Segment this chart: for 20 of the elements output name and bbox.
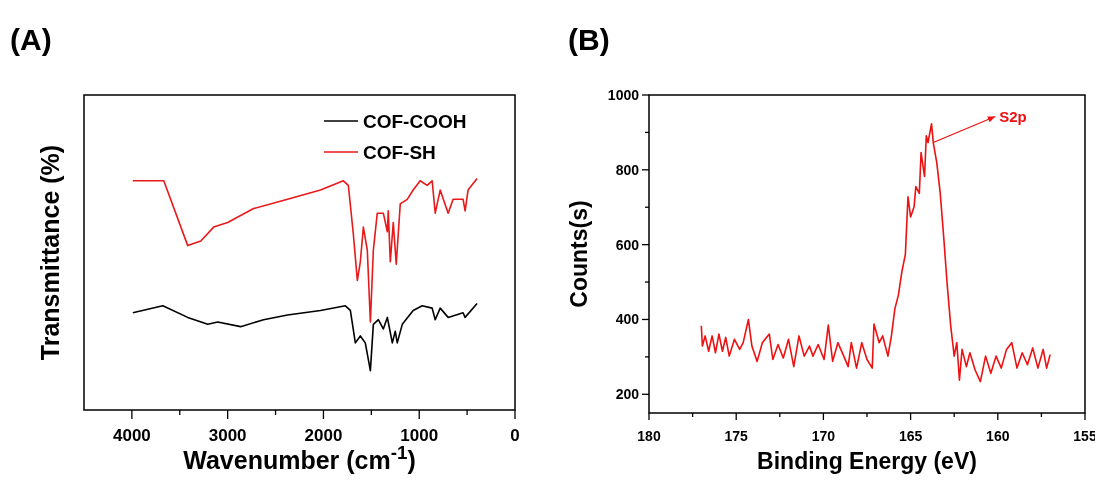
- y-tick-label: 600: [615, 236, 640, 253]
- x-tick-label: 180: [637, 428, 661, 444]
- y-tick-label: 400: [615, 311, 640, 328]
- x-axis-title: Binding Energy (eV): [757, 448, 977, 474]
- x-tick-label: 170: [811, 428, 836, 444]
- x-tick-label: 4000: [112, 426, 151, 445]
- chart-title: (B): [568, 23, 610, 56]
- y-tick-label: 200: [615, 386, 640, 403]
- x-tick-label: 165: [898, 428, 923, 444]
- x-tick-label: 0: [510, 426, 520, 445]
- y-tick-label: 1000: [607, 86, 640, 103]
- legend-label: COF-SH: [363, 142, 436, 163]
- legend-label: COF-COOH: [363, 111, 467, 132]
- x-tick-label: 160: [986, 428, 1010, 444]
- y-axis-title: Transmittance (%): [36, 144, 64, 361]
- annotation: S2p: [999, 107, 1027, 125]
- chart-title: (A): [10, 23, 52, 56]
- y-tick-label: 800: [615, 161, 640, 178]
- y-axis-title: Counts(s): [566, 200, 592, 308]
- x-tick-label: 175: [724, 428, 749, 444]
